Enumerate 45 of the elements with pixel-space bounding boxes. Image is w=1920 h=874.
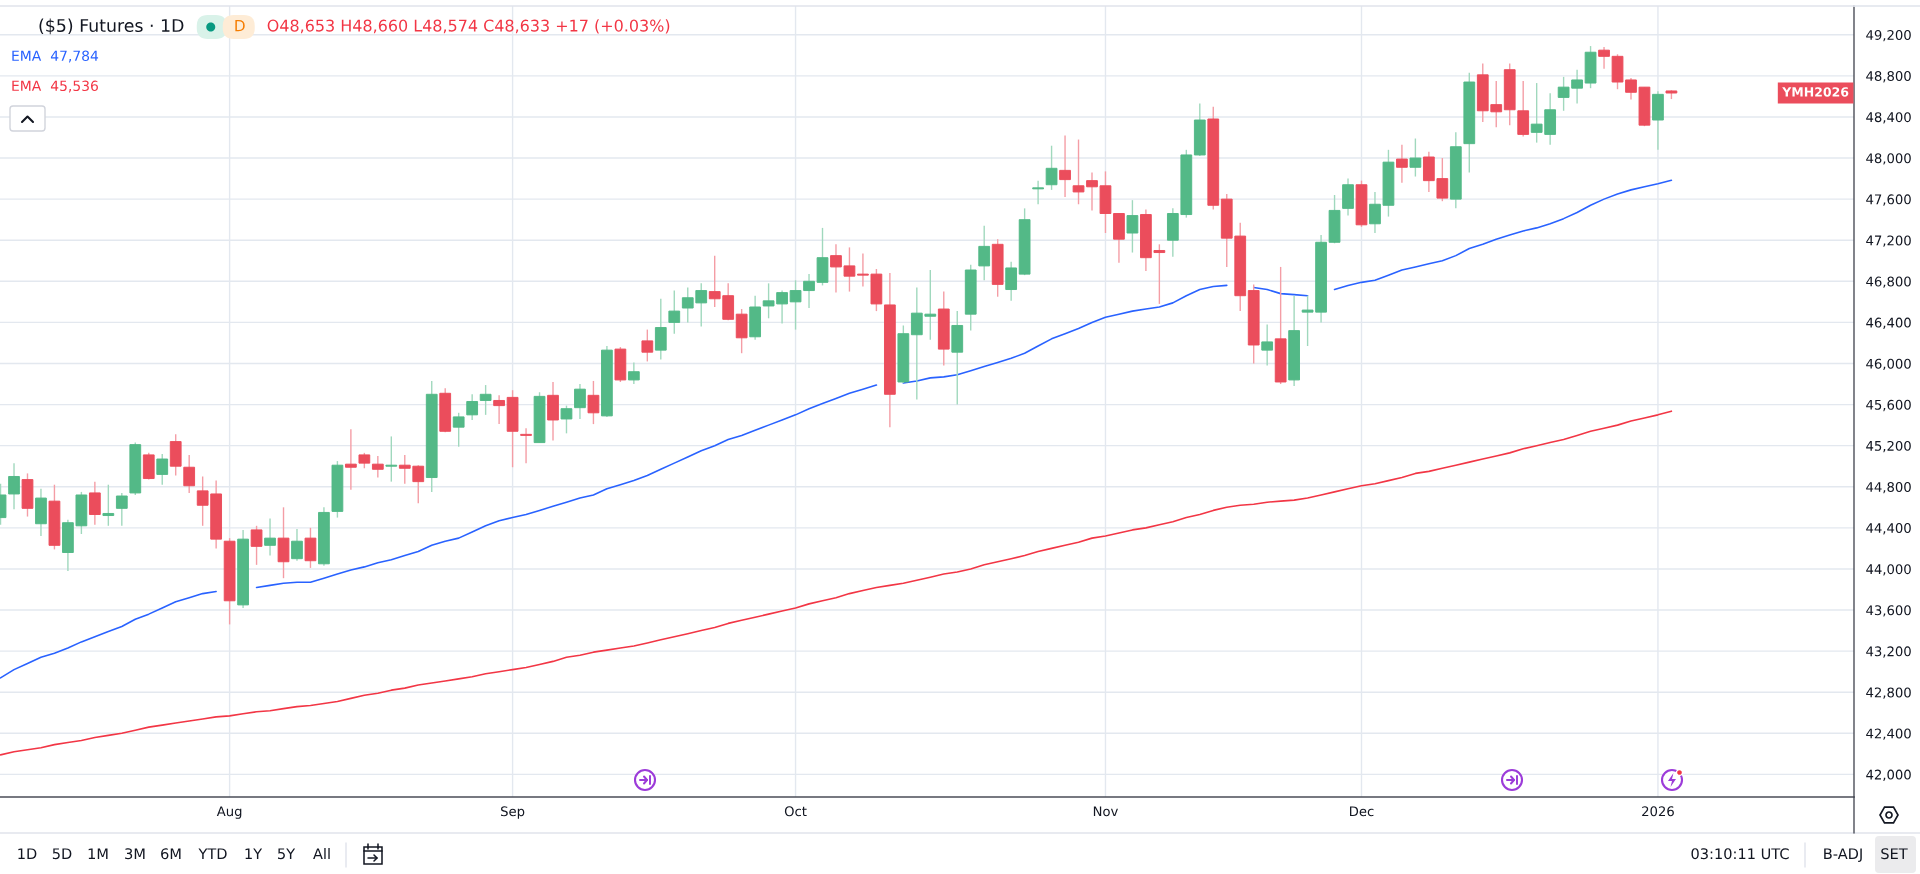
y-tick-label: 45,200 [1866, 440, 1911, 453]
text: B-ADJ [1824, 848, 1862, 862]
y-tick-label: 47,200 [1866, 235, 1911, 247]
text: 6M [161, 848, 181, 860]
text: SET [1881, 848, 1908, 860]
x-tick-label: Dec [1350, 806, 1374, 817]
y-tick-label: 49,200 [1866, 29, 1911, 42]
y-tick-label: 48,800 [1866, 71, 1911, 83]
text: 5D [52, 848, 72, 860]
text: 5Y [278, 848, 296, 860]
text: 03:10:11 UTC [1691, 848, 1789, 860]
y-tick-label: 45,600 [1866, 399, 1911, 412]
text: All [313, 847, 330, 860]
text: ($5) Futures · 1D [39, 18, 184, 35]
y-tick-label: 44,800 [1866, 481, 1911, 494]
text: 1D [18, 848, 37, 860]
y-tick-label: 42,400 [1866, 728, 1911, 740]
annotation: 47,784 [50, 50, 99, 63]
y-tick-label: 44,400 [1866, 523, 1911, 535]
text: YTD [198, 848, 227, 860]
y-tick-label: 46,000 [1866, 358, 1911, 371]
text: EMA [12, 50, 42, 61]
annotation: 45,536 [50, 80, 98, 93]
y-tick-label: 46,400 [1866, 317, 1911, 329]
y-tick-label: 44,000 [1866, 564, 1911, 576]
text: 3M [125, 848, 145, 860]
y-tick-label: 43,200 [1866, 646, 1911, 658]
text: 1M [88, 848, 108, 860]
x-tick-label: Nov [1093, 806, 1118, 817]
y-tick-label: 42,000 [1866, 769, 1911, 781]
x-tick-label: Oct [784, 806, 807, 817]
text: YMH2026 [1782, 87, 1849, 97]
x-tick-label: Aug [216, 806, 242, 819]
y-tick-label: 43,600 [1866, 605, 1911, 617]
text: O48,653 H48,660 L48,574 C48,633 +17 (+0.03%) [267, 19, 670, 34]
y-tick-label: 48,400 [1866, 112, 1911, 124]
y-tick-label: 48,000 [1866, 153, 1911, 165]
y-tick-label: 47,600 [1866, 194, 1911, 206]
x-tick-label: Sep [501, 806, 525, 819]
y-tick-label: 46,800 [1866, 276, 1911, 288]
y-tick-label: 42,800 [1866, 687, 1911, 699]
x-tick-label: 2026 [1642, 806, 1674, 817]
text: 1Y [245, 848, 263, 860]
text: EMA [12, 80, 42, 91]
annotation: D [235, 20, 245, 32]
